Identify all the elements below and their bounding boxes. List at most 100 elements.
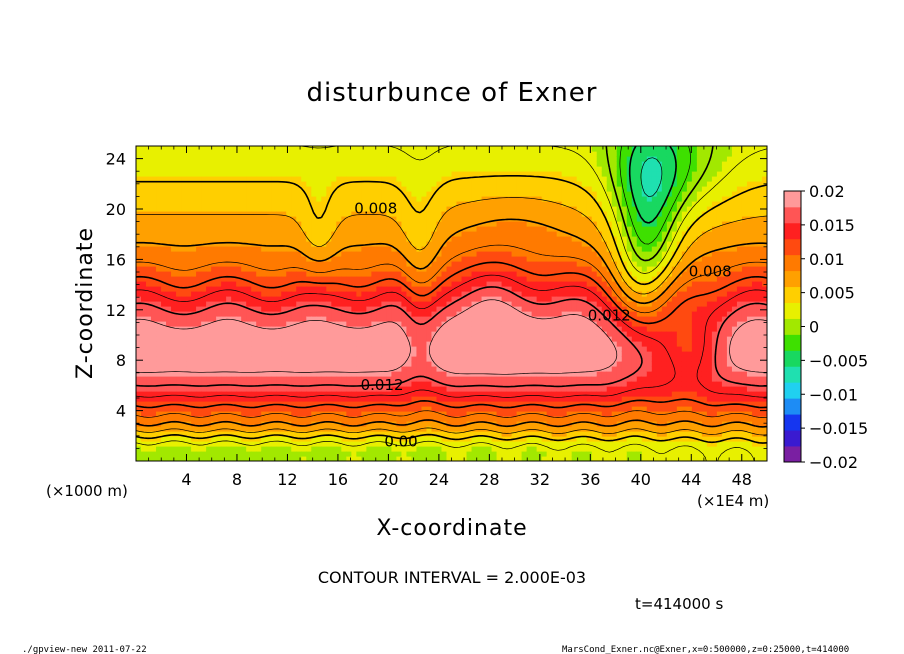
field-cell [241, 436, 247, 442]
field-cell [211, 441, 217, 447]
field-cell [366, 361, 372, 367]
field-cell [271, 211, 277, 217]
field-cell [161, 211, 167, 217]
field-cell [376, 161, 382, 167]
field-cell [391, 431, 398, 437]
field-cell [256, 201, 262, 207]
field-cell [401, 456, 408, 461]
field-cell [256, 366, 262, 372]
field-cell [521, 146, 528, 152]
field-cell [281, 341, 287, 347]
field-cell [446, 266, 453, 272]
field-cell [411, 246, 418, 252]
field-cell [386, 176, 393, 182]
field-cell [406, 411, 413, 417]
field-cell [341, 226, 347, 232]
field-cell [211, 236, 217, 242]
field-cell [261, 436, 267, 442]
field-cell [441, 261, 448, 267]
field-cell [256, 291, 262, 297]
field-cell [476, 271, 483, 277]
field-cell [311, 351, 317, 357]
field-cell [471, 151, 478, 157]
field-cell [206, 376, 212, 382]
field-cell [236, 156, 242, 162]
field-cell [491, 271, 498, 277]
field-cell [381, 426, 387, 432]
field-cell [386, 371, 393, 377]
field-cell [316, 296, 322, 302]
field-cell [306, 196, 312, 202]
field-cell [351, 456, 357, 461]
field-cell [166, 341, 172, 347]
field-cell [206, 261, 212, 267]
field-cell [201, 276, 207, 282]
field-cell [181, 156, 187, 162]
field-cell [231, 341, 237, 347]
field-cell [451, 261, 458, 267]
field-cell [146, 261, 152, 267]
field-cell [346, 361, 352, 367]
field-cell [311, 416, 317, 422]
field-cell [421, 261, 428, 267]
field-cell [326, 261, 332, 267]
field-cell [526, 401, 533, 407]
field-cell [441, 386, 448, 392]
field-cell [156, 251, 162, 257]
field-cell [321, 386, 327, 392]
field-cell [396, 346, 403, 352]
field-cell [446, 176, 453, 182]
field-cell [466, 191, 473, 197]
field-cell [191, 176, 197, 182]
field-cell [196, 431, 202, 437]
field-cell [396, 296, 403, 302]
field-cell [306, 451, 312, 457]
field-cell [326, 436, 332, 442]
field-cell [286, 401, 292, 407]
field-cell [366, 341, 372, 347]
field-cell [416, 381, 423, 387]
field-cell [526, 196, 533, 202]
field-cell [216, 241, 222, 247]
field-cell [476, 391, 483, 397]
field-cell [436, 416, 443, 422]
field-cell [516, 451, 523, 457]
field-cell [486, 451, 493, 457]
field-cell [346, 401, 352, 407]
field-cell [136, 266, 142, 272]
field-cell [421, 226, 428, 232]
field-cell [261, 381, 267, 387]
field-cell [221, 331, 227, 337]
field-cell [501, 171, 508, 177]
field-cell [191, 221, 197, 227]
field-cell [521, 376, 528, 382]
field-cell [356, 361, 362, 367]
field-cell [181, 231, 187, 237]
field-cell [176, 396, 182, 402]
field-cell [491, 311, 498, 317]
field-cell [421, 341, 428, 347]
field-cell [461, 281, 468, 287]
field-cell [171, 441, 177, 447]
field-cell [346, 446, 352, 452]
field-cell [491, 211, 498, 217]
field-cell [421, 326, 428, 332]
field-cell [421, 421, 428, 427]
field-cell [511, 331, 518, 337]
field-cell [271, 266, 277, 272]
field-cell [181, 266, 187, 272]
field-cell [331, 266, 337, 272]
field-cell [276, 366, 282, 372]
field-cell [481, 286, 488, 292]
field-cell [151, 236, 157, 242]
field-cell [501, 336, 508, 342]
field-cell [486, 151, 493, 157]
field-cell [301, 456, 307, 461]
field-cell [526, 166, 533, 172]
field-cell [326, 246, 332, 252]
field-cell [461, 426, 468, 432]
field-cell [431, 156, 438, 162]
field-cell [341, 321, 347, 327]
field-cell [331, 386, 337, 392]
field-cell [196, 396, 202, 402]
